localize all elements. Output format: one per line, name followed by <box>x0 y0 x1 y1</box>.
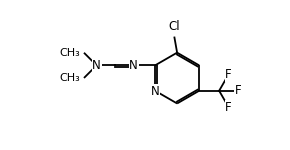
Text: N: N <box>92 59 101 72</box>
Text: CH₃: CH₃ <box>60 73 80 83</box>
Text: CH₃: CH₃ <box>60 48 80 58</box>
Text: F: F <box>225 68 232 81</box>
Text: N: N <box>129 59 138 72</box>
Text: F: F <box>225 101 232 114</box>
Text: F: F <box>235 84 241 97</box>
Text: N: N <box>151 85 160 98</box>
Text: Cl: Cl <box>168 20 180 33</box>
